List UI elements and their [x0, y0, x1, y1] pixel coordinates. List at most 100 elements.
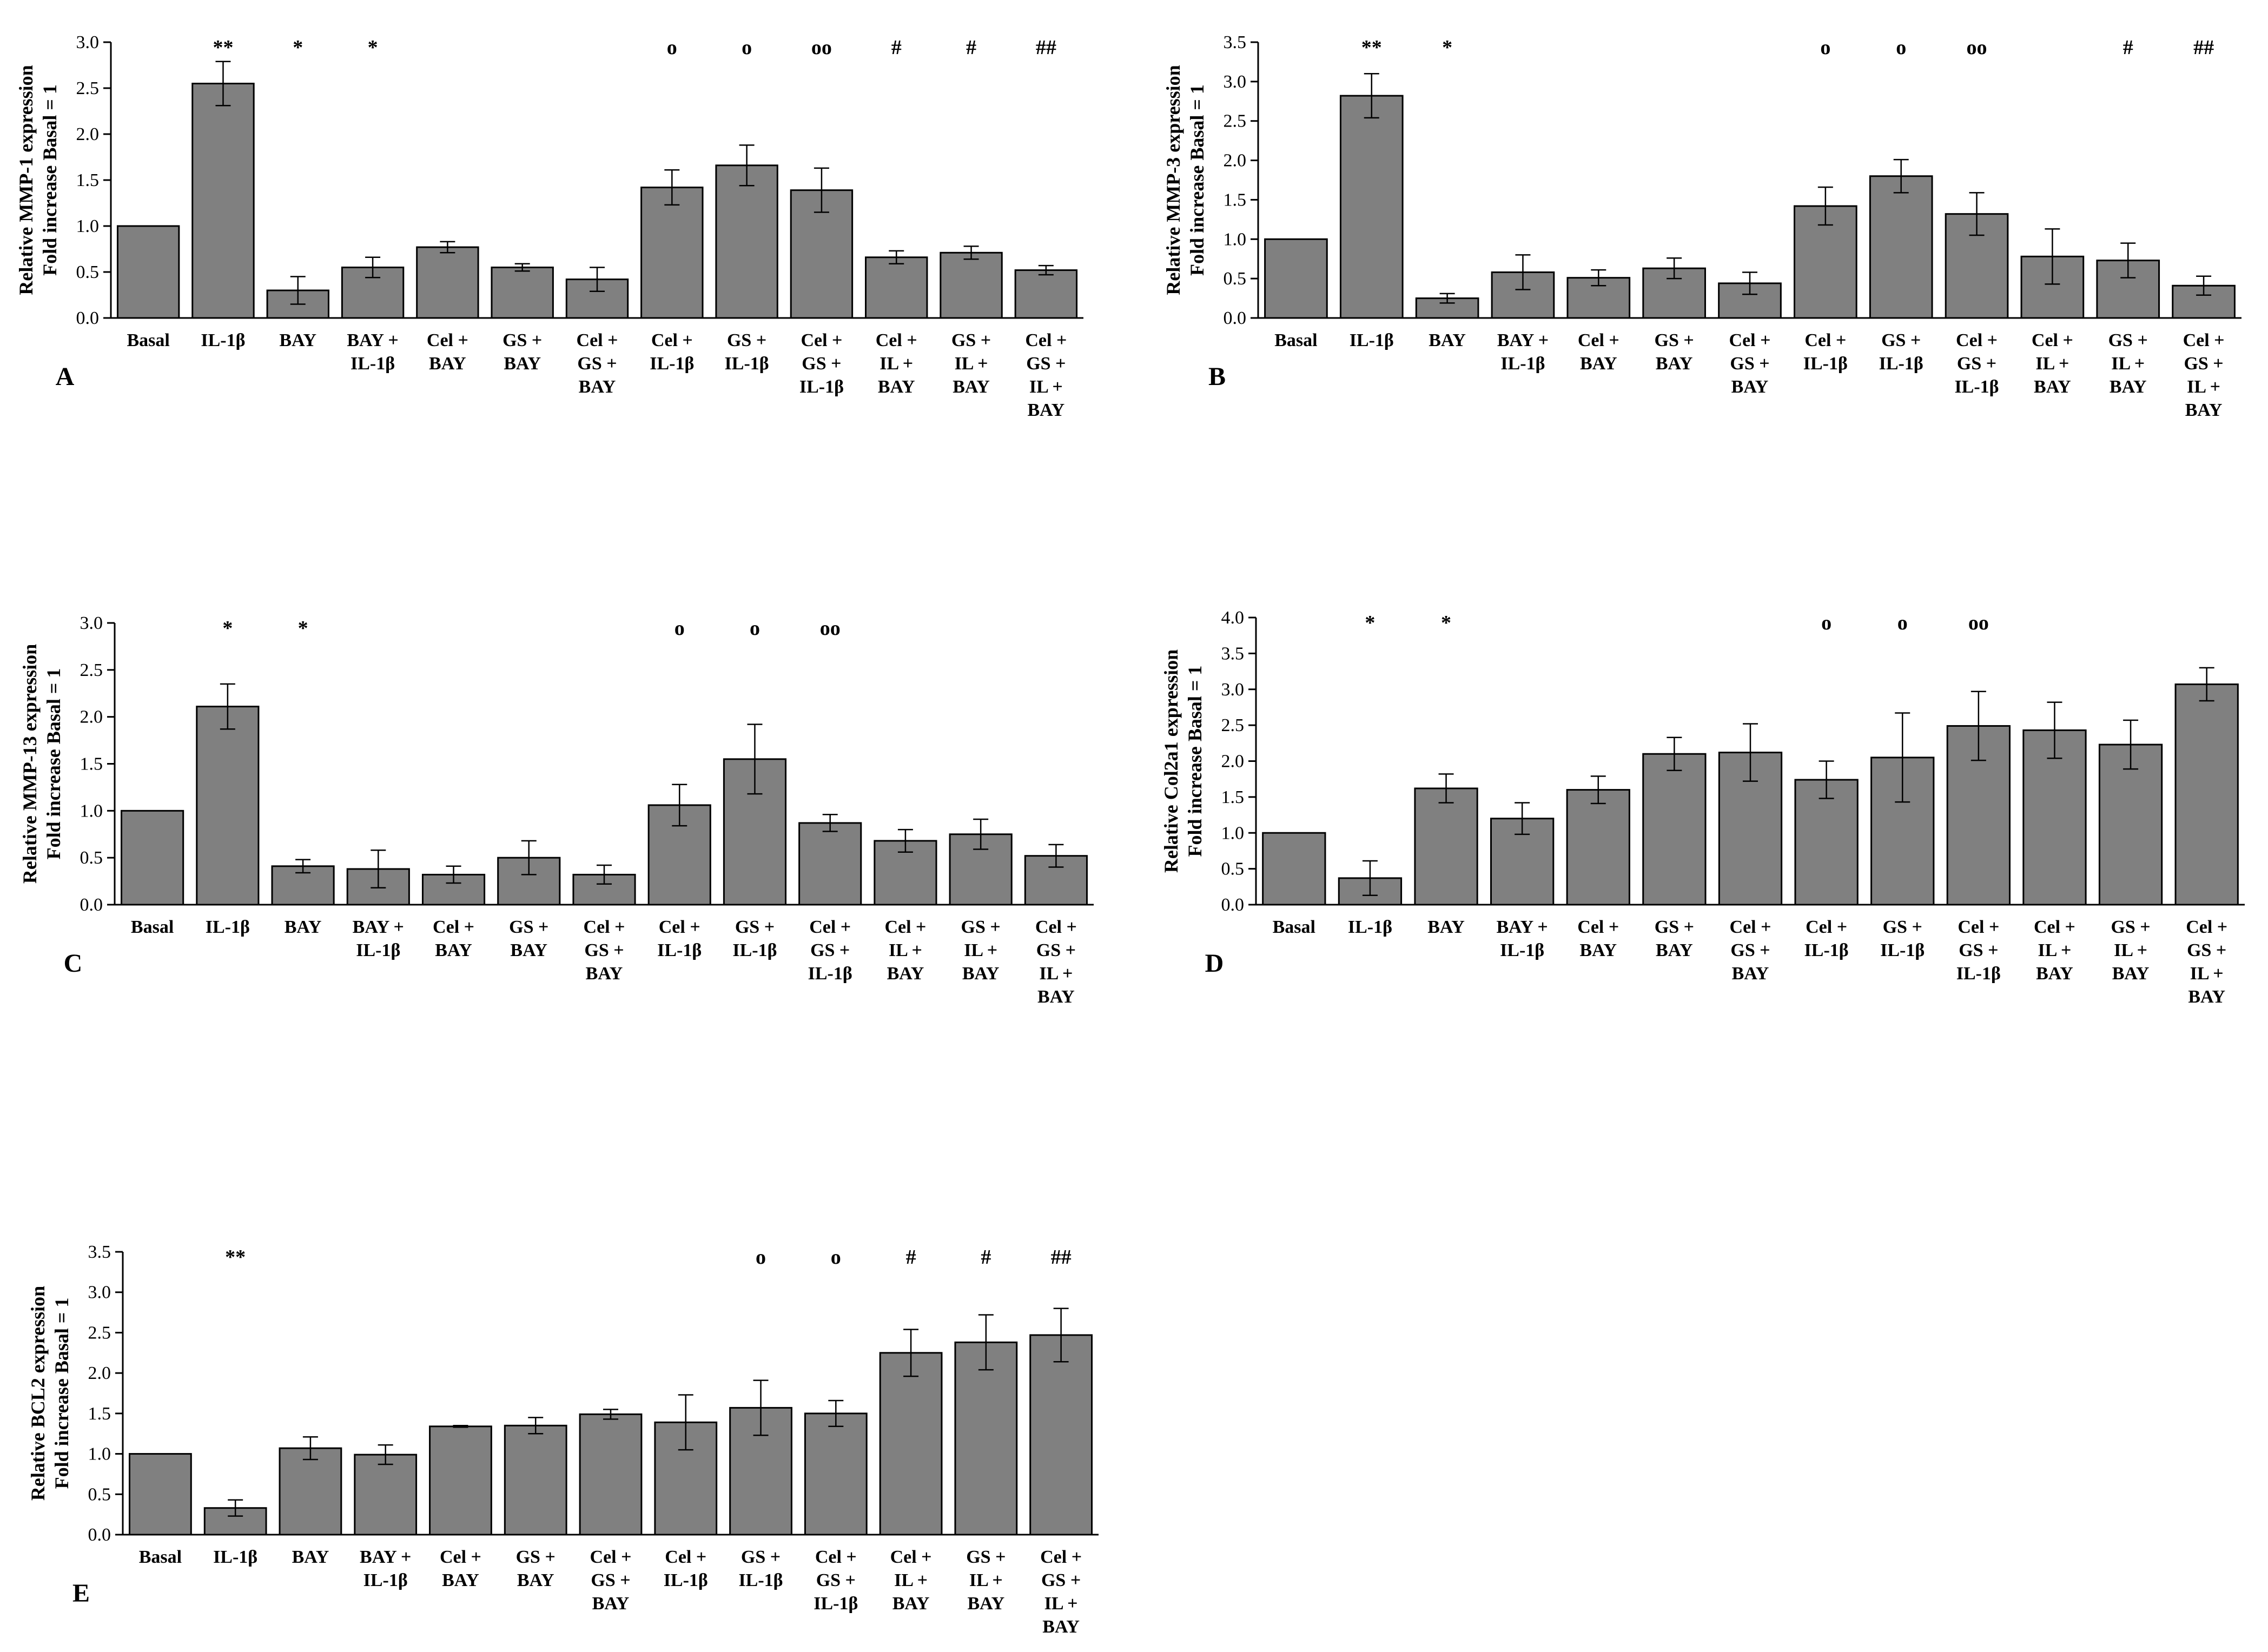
- bar-cel-il-bay: [865, 256, 928, 319]
- bar-bay: [279, 1447, 342, 1536]
- x-category-label: GS +: [1655, 917, 1694, 937]
- x-category-label: Cel +: [659, 917, 700, 937]
- bar-cel-bay: [416, 246, 479, 319]
- x-category-label: IL-1β: [201, 330, 245, 350]
- x-category-label: Cel +: [1958, 917, 1999, 937]
- x-category-label: GS +: [1730, 940, 1770, 960]
- significance-mark: o: [1821, 612, 1831, 634]
- x-category-label: IL +: [2114, 940, 2147, 960]
- bar-gs-il-bay: [954, 1341, 1018, 1536]
- significance-mark: *: [1441, 612, 1451, 634]
- x-category-label: BAY: [592, 1594, 630, 1614]
- significance-mark: *: [222, 617, 233, 640]
- x-category-label: GS +: [1959, 940, 1998, 960]
- y-tick-label: 0.0: [76, 308, 100, 328]
- significance-mark: *: [293, 36, 303, 59]
- x-category-label: Cel +: [427, 330, 468, 350]
- x-category-label: BAY: [878, 377, 915, 397]
- y-tick-label: 3.5: [88, 1242, 111, 1262]
- x-category-label: IL-1β: [1348, 917, 1392, 937]
- x-category-label: IL-1β: [1954, 377, 1999, 397]
- x-category-label: IL-1β: [1350, 330, 1394, 350]
- x-category-label: Cel +: [2034, 917, 2075, 937]
- bar-basal: [116, 225, 180, 319]
- bar-gs-il-bay: [940, 251, 1003, 319]
- significance-mark: **: [1361, 36, 1382, 59]
- x-category-label: BAY +: [360, 1547, 411, 1567]
- x-category-label: Cel +: [2183, 330, 2225, 350]
- significance-mark: oo: [1968, 612, 1989, 634]
- x-category-label: GS +: [735, 917, 775, 937]
- x-category-label: BAY +: [347, 330, 398, 350]
- x-category-label: BAY: [1037, 987, 1075, 1007]
- y-tick-label: 1.5: [80, 754, 103, 774]
- significance-mark: **: [213, 36, 233, 59]
- x-category-label: Basal: [139, 1547, 182, 1567]
- significance-mark: *: [1365, 612, 1375, 634]
- x-category-label: IL +: [2187, 377, 2220, 397]
- x-category-label: BAY: [1656, 940, 1693, 960]
- y-axis-title: Relative Col2a1 expression: [1160, 649, 1182, 873]
- significance-mark: o: [742, 36, 752, 59]
- x-category-label: BAY: [292, 1547, 329, 1567]
- bar-gs-bay: [491, 267, 554, 319]
- x-category-label: IL-1β: [363, 1570, 408, 1590]
- x-category-label: Cel +: [1730, 917, 1771, 937]
- bar-gs-bay: [1642, 753, 1707, 906]
- x-category-label: BAY: [1042, 1617, 1080, 1637]
- significance-mark: *: [368, 36, 378, 59]
- y-tick-label: 3.5: [1221, 643, 1245, 664]
- bar-gs-bay: [504, 1424, 567, 1536]
- panel-label: A: [56, 362, 75, 391]
- significance-mark: **: [225, 1246, 246, 1269]
- y-tick-label: 0.5: [1221, 859, 1245, 879]
- y-tick-label: 2.5: [80, 660, 103, 680]
- x-category-label: GS +: [2184, 354, 2223, 374]
- x-category-label: BAY: [2188, 987, 2225, 1007]
- y-tick-label: 0.5: [88, 1484, 111, 1504]
- significance-mark: #: [2123, 36, 2133, 59]
- panel-label: D: [1205, 949, 1224, 978]
- x-category-label: Cel +: [440, 1547, 481, 1567]
- x-category-label: Cel +: [651, 330, 693, 350]
- x-category-label: BAY +: [353, 917, 404, 937]
- bar-cel-il-1beta: [640, 187, 704, 319]
- x-category-label: IL +: [2190, 964, 2224, 984]
- y-tick-label: 0.0: [88, 1525, 111, 1545]
- x-category-label: IL +: [2035, 354, 2069, 374]
- x-category-label: IL +: [889, 940, 922, 960]
- y-tick-label: 1.5: [1224, 190, 1247, 210]
- x-category-label: IL +: [2038, 940, 2072, 960]
- x-category-label: IL +: [969, 1570, 1003, 1590]
- panel-b-mmp3-chart: 0.0 0.5 1.0 1.5 2.0 2.5 3.0 3.5 Relative MMP-3 e…: [1162, 32, 2241, 420]
- x-category-label: GS +: [741, 1547, 781, 1567]
- x-category-label: IL-1β: [650, 354, 694, 374]
- x-category-label: Cel +: [1040, 1547, 1082, 1567]
- x-category-label: GS +: [584, 940, 624, 960]
- bar-cel-bay: [1566, 789, 1630, 906]
- x-category-label: IL +: [1044, 1594, 1078, 1614]
- y-tick-label: 3.0: [76, 32, 100, 52]
- significance-mark: o: [1896, 36, 1906, 59]
- x-category-label: BAY: [968, 1594, 1005, 1614]
- x-category-label: IL-1β: [808, 964, 852, 984]
- y-tick-label: 2.0: [80, 707, 103, 727]
- x-category-label: BAY: [2034, 377, 2071, 397]
- x-category-label: IL-1β: [1956, 964, 2001, 984]
- y-tick-label: 3.0: [1224, 72, 1247, 92]
- x-category-label: IL-1β: [732, 940, 777, 960]
- y-tick-label: 0.5: [76, 262, 100, 282]
- x-category-label: IL-1β: [725, 354, 769, 374]
- y-tick-label: 2.5: [88, 1323, 111, 1343]
- x-category-label: Cel +: [815, 1547, 857, 1567]
- x-category-label: IL-1β: [1804, 940, 1849, 960]
- x-category-label: Cel +: [665, 1547, 706, 1567]
- panel-label: B: [1208, 362, 1226, 391]
- y-tick-label: 1.5: [76, 170, 100, 190]
- x-category-label: Cel +: [801, 330, 842, 350]
- y-tick-label: 1.0: [80, 801, 103, 821]
- y-tick-label: 0.0: [80, 895, 103, 915]
- x-category-label: IL-1β: [738, 1570, 783, 1590]
- x-category-label: BAY: [1429, 330, 1466, 350]
- x-category-label: BAY: [429, 354, 466, 374]
